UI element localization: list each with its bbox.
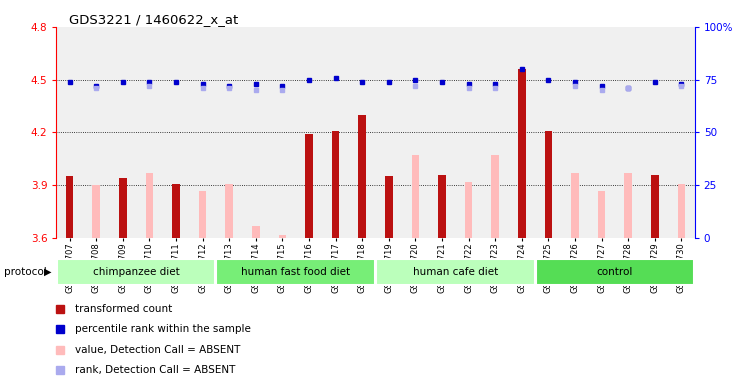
Text: value, Detection Call = ABSENT: value, Detection Call = ABSENT [75, 344, 241, 354]
Bar [358, 115, 366, 384]
Bar [225, 184, 233, 384]
Bar [252, 226, 260, 384]
Bar [199, 190, 207, 384]
Bar [385, 177, 393, 384]
Bar [119, 178, 126, 384]
Bar [677, 184, 685, 384]
Text: protocol: protocol [4, 266, 47, 277]
Bar [651, 175, 659, 384]
Text: human fast food diet: human fast food diet [241, 266, 350, 277]
Text: percentile rank within the sample: percentile rank within the sample [75, 324, 252, 334]
Bar [625, 173, 632, 384]
Text: rank, Detection Call = ABSENT: rank, Detection Call = ABSENT [75, 365, 236, 375]
Bar [598, 190, 605, 384]
Bar [305, 134, 312, 384]
Bar [376, 259, 535, 285]
Bar [216, 259, 375, 285]
Bar [439, 175, 446, 384]
Bar [412, 156, 419, 384]
Bar [518, 69, 526, 384]
Bar [544, 131, 552, 384]
Bar [146, 173, 153, 384]
Bar [66, 177, 74, 384]
Text: ▶: ▶ [44, 266, 51, 277]
Bar [92, 185, 100, 384]
Bar [172, 184, 179, 384]
Bar [57, 259, 216, 285]
Bar [279, 235, 286, 384]
Bar [572, 173, 579, 384]
Bar [332, 131, 339, 384]
Text: control: control [597, 266, 633, 277]
Text: chimpanzee diet: chimpanzee diet [92, 266, 179, 277]
Bar [465, 182, 472, 384]
Bar [491, 156, 499, 384]
Text: human cafe diet: human cafe diet [412, 266, 498, 277]
Text: transformed count: transformed count [75, 304, 173, 314]
Bar [535, 259, 694, 285]
Text: GDS3221 / 1460622_x_at: GDS3221 / 1460622_x_at [69, 13, 238, 26]
